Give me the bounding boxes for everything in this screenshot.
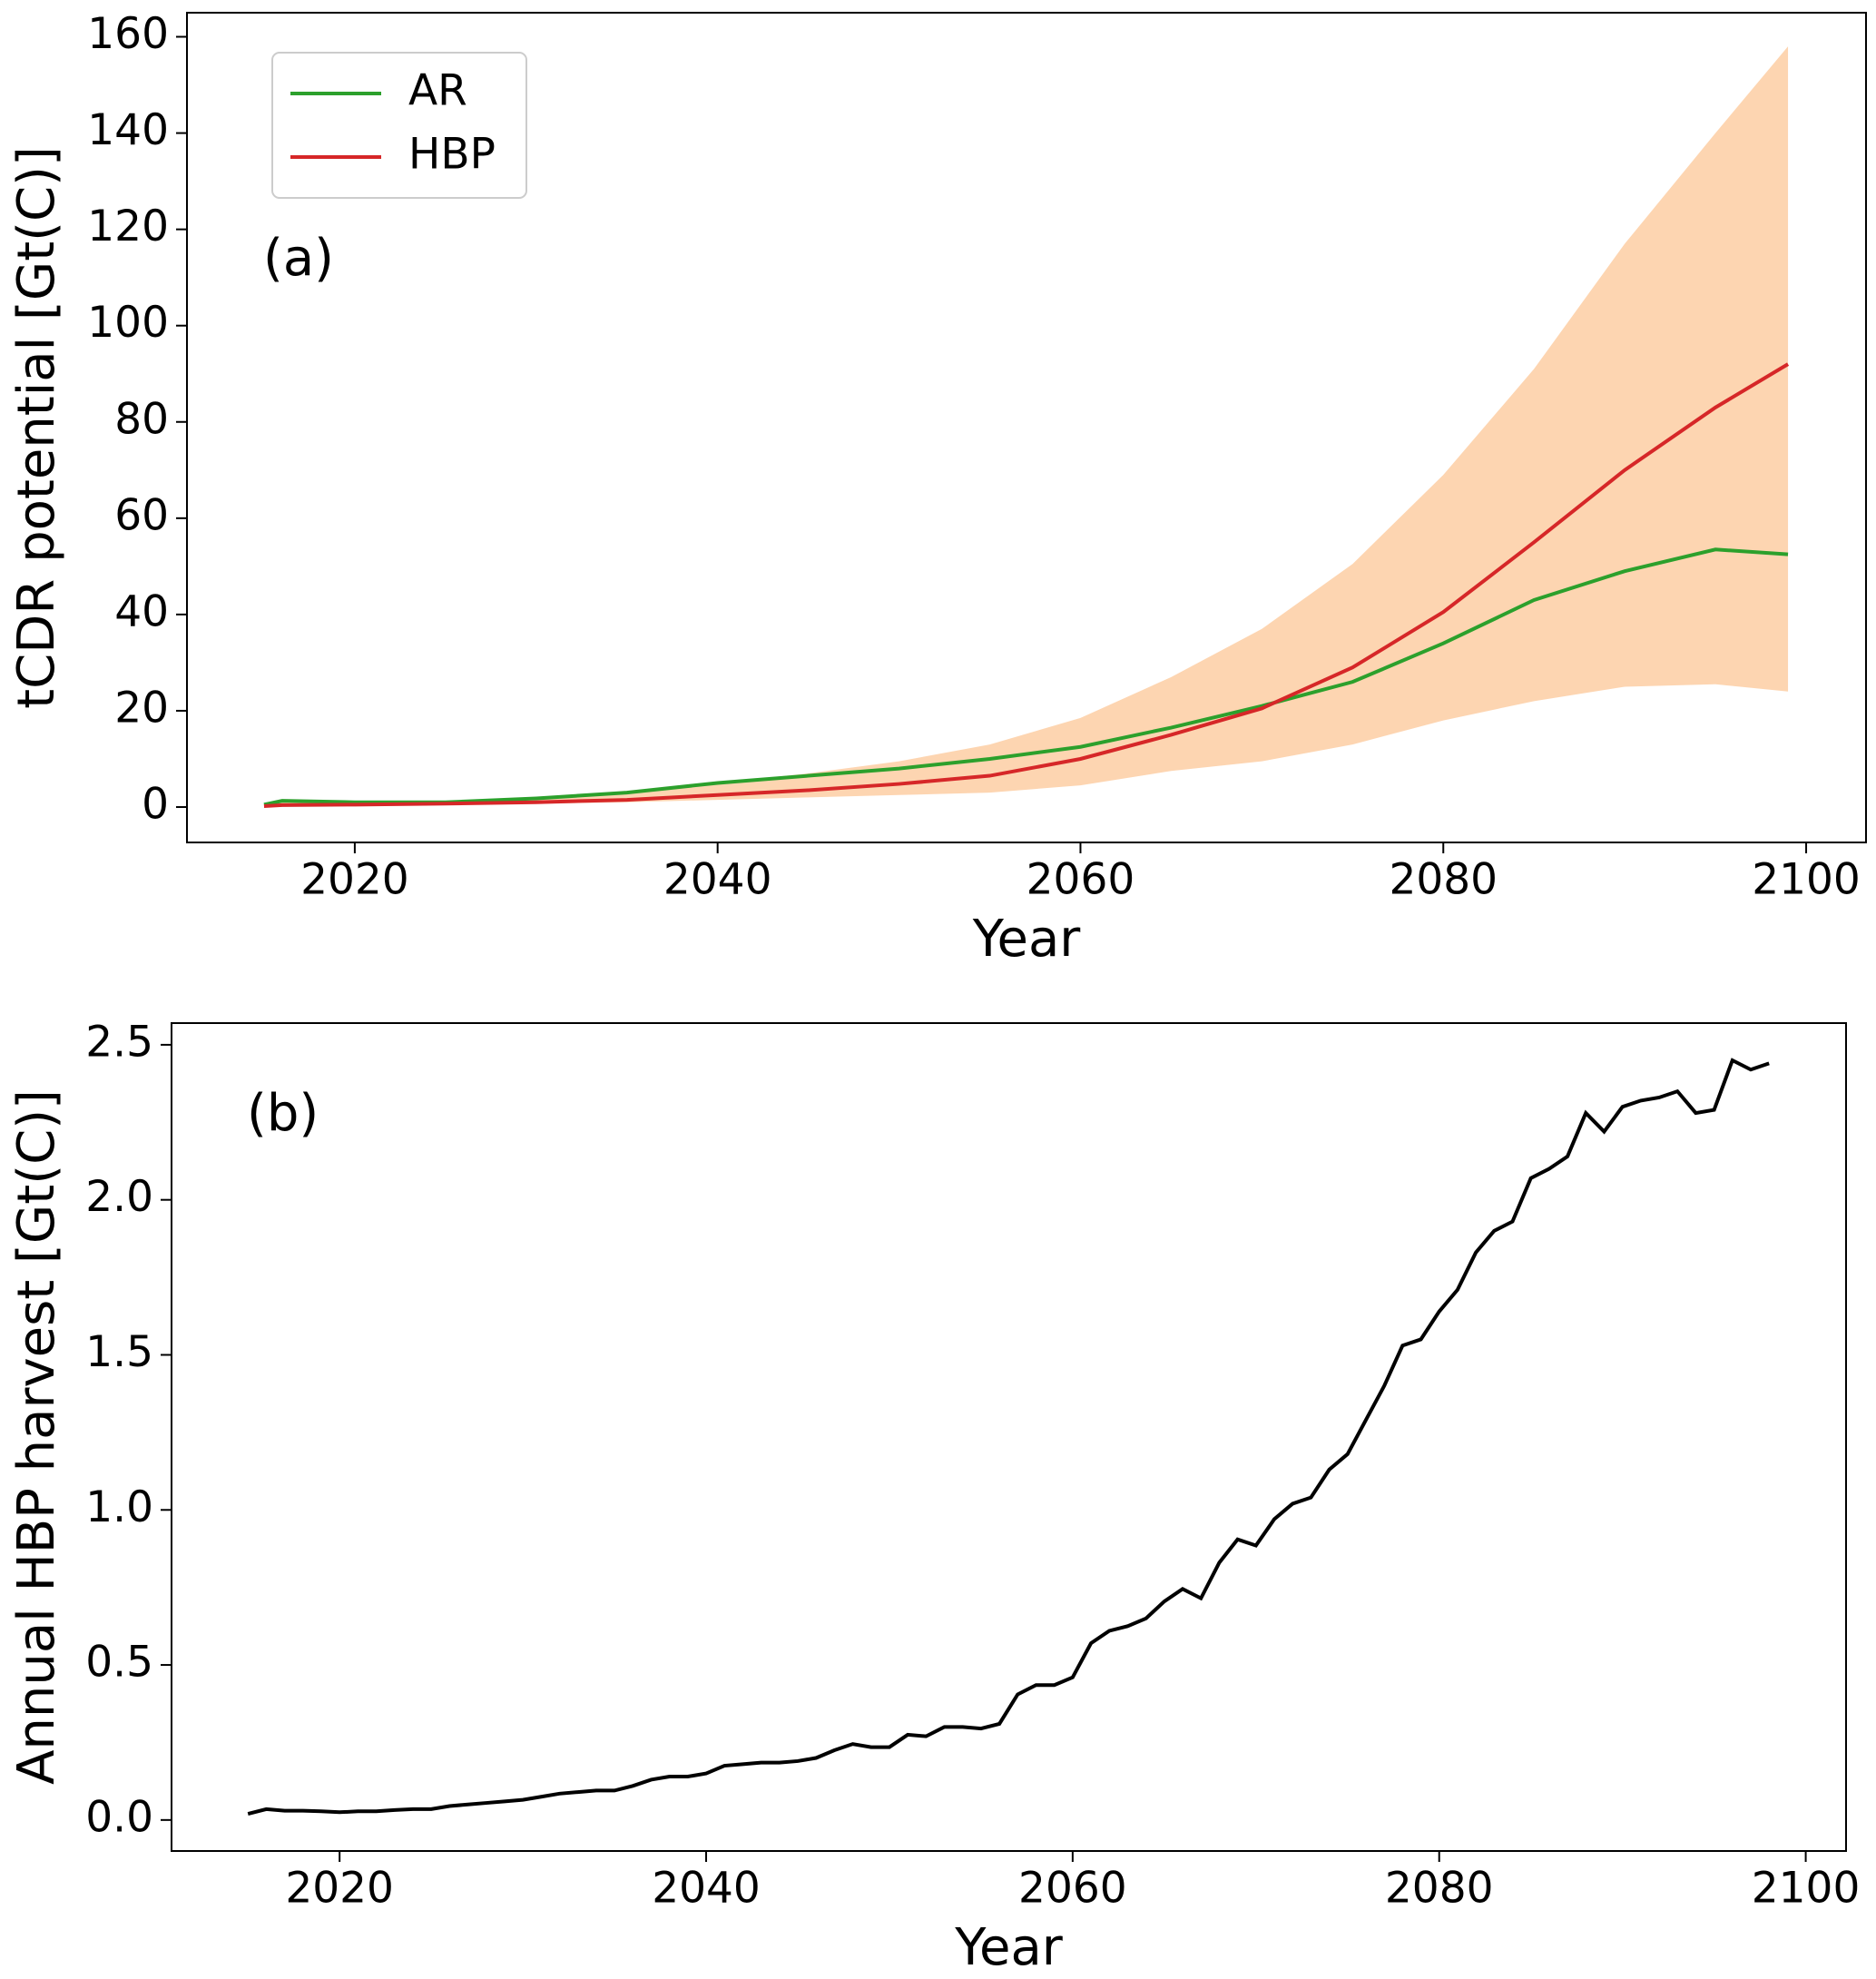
y-tick-label: 1.0 [85,1482,153,1532]
y-tick-label: 40 [114,586,169,636]
x-tick-label: 2100 [1752,1864,1861,1914]
annotation: (a) [263,229,334,288]
series-line [247,1058,1770,1816]
plot-frame [171,1022,1847,1852]
y-tick-label: 80 [114,394,169,444]
y-axis-label: tCDR potential [Gt(C)] [7,146,66,709]
annotation: (b) [247,1084,319,1143]
x-tick-label: 2020 [285,1864,394,1914]
y-axis-label: Annual HBP harvest [Gt(C)] [7,1089,66,1785]
y-tick-label: 120 [87,202,169,251]
x-tick-label: 2080 [1389,855,1498,905]
x-tick-label: 2040 [663,855,772,905]
y-tick-label: 0 [142,780,169,830]
y-tick-label: 160 [87,9,169,59]
x-tick-label: 2060 [1018,1864,1127,1914]
x-tick-label: 2040 [652,1864,761,1914]
y-tick-label: 60 [114,490,169,540]
x-axis-label: Year [972,910,1082,969]
x-tick-label: 2020 [300,855,409,905]
y-tick-label: 2.5 [85,1017,153,1067]
plot-frame [186,12,1867,843]
y-tick-label: 0.0 [85,1792,153,1842]
y-tick-label: 0.5 [85,1638,153,1688]
y-tick-label: 20 [114,683,169,733]
band [263,46,1789,806]
legend-label: AR [408,66,467,116]
x-tick-label: 2100 [1752,855,1861,905]
y-tick-label: 100 [87,298,169,348]
y-tick-label: 2.0 [85,1172,153,1222]
legend-box [271,52,527,199]
x-axis-label: Year [954,1918,1064,1977]
series-line [263,362,1790,808]
y-tick-label: 140 [87,105,169,155]
x-tick-label: 2080 [1385,1864,1494,1914]
y-tick-label: 1.5 [85,1327,153,1377]
legend-label: HBP [408,130,496,180]
x-tick-label: 2060 [1026,855,1135,905]
